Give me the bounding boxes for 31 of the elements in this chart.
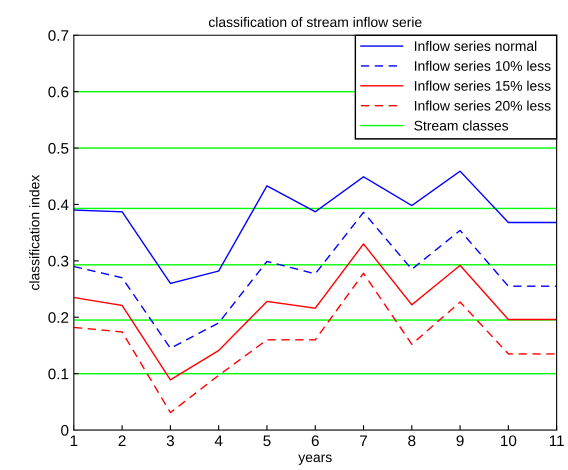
y-tick-label: 0.4 <box>48 199 69 210</box>
y-tick-label: 0.1 <box>48 368 68 380</box>
legend-label: Stream classes <box>414 120 508 131</box>
legend-label: Inflow series normal <box>414 40 536 52</box>
x-tick-label: 5 <box>263 435 271 446</box>
y-tick-label: 0.2 <box>48 312 68 323</box>
y-tick-label: 0.3 <box>48 256 68 267</box>
x-tick-label: 8 <box>408 435 416 446</box>
x-axis-title: years <box>298 454 332 465</box>
x-tick-label: 3 <box>166 435 174 446</box>
legend-label: Inflow series 10% less <box>414 60 551 71</box>
line-series <box>74 170 557 284</box>
line-series <box>74 243 557 381</box>
x-tick-label: 6 <box>312 435 319 446</box>
y-tick-label: 0.7 <box>48 30 68 41</box>
line-series <box>74 212 557 349</box>
line-series <box>74 272 557 414</box>
x-tick-label: 10 <box>501 435 516 446</box>
x-tick-label: 4 <box>214 435 222 446</box>
y-tick-label: 0.5 <box>48 142 68 154</box>
x-tick-label: 7 <box>360 435 367 446</box>
x-tick-label: 9 <box>456 435 464 446</box>
chart-title: classification of stream inflow serie <box>208 16 422 28</box>
x-tick-label: 2 <box>118 435 126 446</box>
y-tick-label: 0 <box>61 424 68 436</box>
x-tick-label: 11 <box>550 435 564 446</box>
x-tick-label: 1 <box>70 435 78 446</box>
y-tick-label: 0.6 <box>48 86 68 98</box>
legend-label: Inflow series 15% less <box>414 80 551 91</box>
y-axis-title: classification index <box>29 174 40 290</box>
legend-label: Inflow series 20% less <box>414 100 551 111</box>
